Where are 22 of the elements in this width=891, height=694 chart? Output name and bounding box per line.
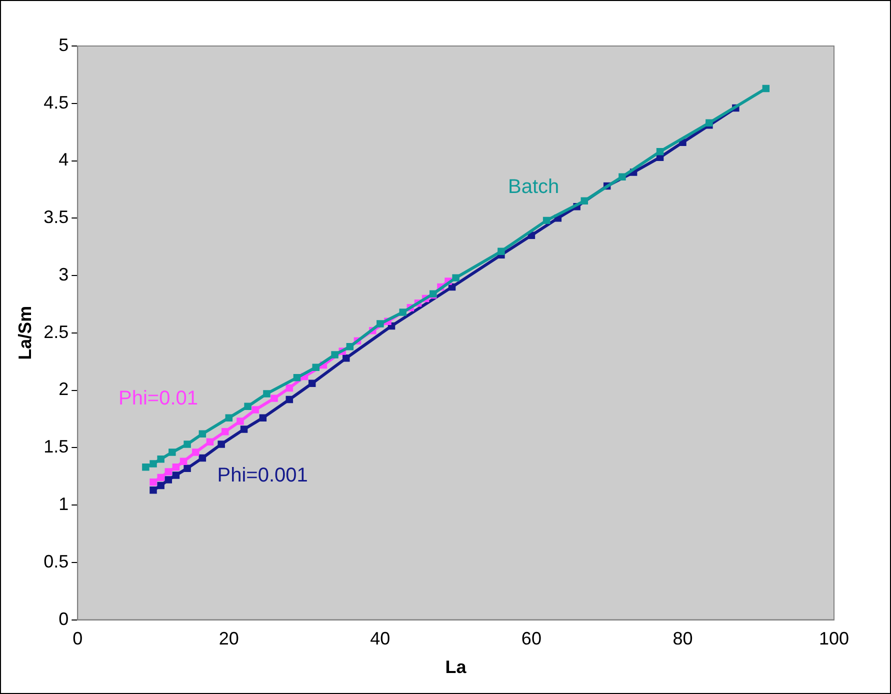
series-label: Batch [508,176,560,198]
y-tick-label: 5 [58,34,69,55]
y-tick-label: 0.5 [44,551,69,572]
y-tick-label: 2 [58,379,69,400]
y-tick-label: 3.5 [44,207,69,228]
x-tick-label: 100 [818,628,850,649]
y-tick-label: 0 [58,608,69,629]
y-tick-label: 4 [58,150,69,170]
y-tick-label: 4.5 [44,92,69,112]
series-label: Phi=0.001 [217,464,308,487]
x-tick-label: 0 [72,628,83,649]
y-tick-label: 1 [58,494,69,514]
x-tick-label: 60 [521,628,542,649]
series-label: Phi=0.01 [118,388,198,410]
x-tick-label: 20 [218,628,239,649]
y-tick-label: 3 [58,264,69,284]
y-axis-title: La/Sm [14,306,35,360]
x-tick-label: 40 [370,628,390,649]
x-axis-title: La [445,657,468,678]
x-tick-label: 80 [672,628,693,649]
y-tick-label: 1.5 [44,436,69,457]
y-tick-label: 2.5 [44,322,69,342]
